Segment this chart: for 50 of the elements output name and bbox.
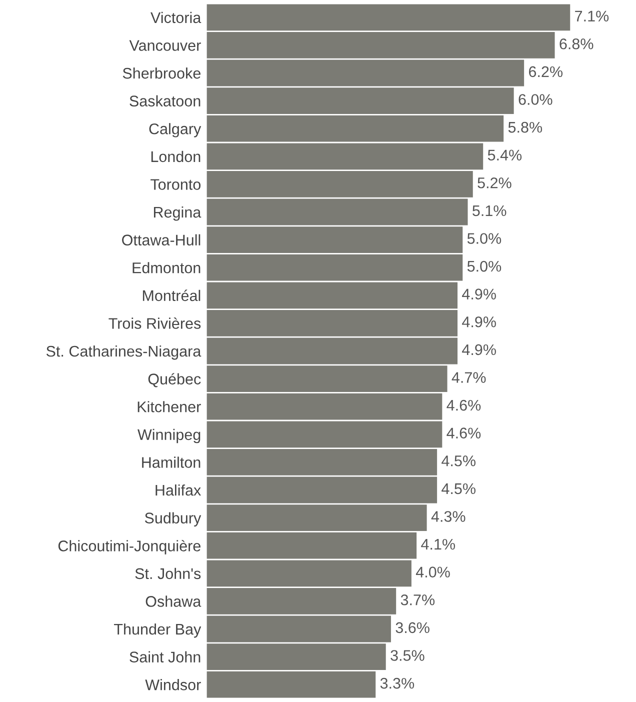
data-label: 4.9% <box>462 288 496 300</box>
data-label: 5.8% <box>508 122 542 133</box>
y-tick-label: London <box>151 150 200 162</box>
data-label: 6.2% <box>529 66 563 78</box>
data-label: 5.1% <box>472 205 506 216</box>
y-tick-label: Windsor <box>145 679 201 690</box>
data-label: 5.2% <box>478 177 512 188</box>
data-label: 4.3% <box>431 511 466 522</box>
y-tick-label: Winnipeg <box>138 428 200 444</box>
data-label: 7.1% <box>575 10 609 22</box>
data-label: 4.5% <box>442 456 476 466</box>
data-label: 3.3% <box>380 678 414 689</box>
y-tick-label: Thunder Bay <box>114 623 202 638</box>
y-tick-label: Regina <box>154 206 202 221</box>
data-label: 5.0% <box>467 233 502 244</box>
y-tick-label: Québec <box>148 373 201 388</box>
y-tick-label: Victoria <box>150 12 202 24</box>
y-tick-label: Sudbury <box>144 512 202 526</box>
y-tick-label: Halifax <box>156 484 201 496</box>
data-label: 4.6% <box>446 400 481 411</box>
y-tick-label: Kitchener <box>138 401 201 412</box>
y-tick-label: Vancouver <box>129 40 201 51</box>
data-label: 4.6% <box>446 428 481 438</box>
data-label: 4.9% <box>462 316 496 328</box>
y-tick-label: Calgary <box>149 123 202 138</box>
data-label: 3.7% <box>400 594 435 606</box>
y-tick-label: Sherbrooke <box>122 67 200 79</box>
data-label: 6.8% <box>560 38 594 50</box>
data-label: 5.4% <box>488 150 522 161</box>
data-label: 3.5% <box>390 650 424 661</box>
data-label: 4.7% <box>452 372 486 383</box>
data-label: 3.6% <box>396 622 430 634</box>
y-tick-label: Trois Rivières <box>108 317 201 329</box>
y-tick-label: Oshawa <box>146 596 202 607</box>
y-tick-label: Toronto <box>150 179 201 190</box>
y-tick-label: St. Catharines-Niagara <box>46 345 202 360</box>
y-tick-label: Ottawa-Hull <box>122 234 200 246</box>
y-tick-label: Saskatoon <box>130 95 200 106</box>
y-tick-label: St. John's <box>135 568 201 580</box>
data-label: 4.0% <box>416 566 450 578</box>
data-label: 5.0% <box>467 260 502 272</box>
data-label: 4.5% <box>442 483 476 494</box>
y-tick-label: Hamilton <box>142 456 200 468</box>
data-label: 4.1% <box>421 538 456 550</box>
data-label: 4.9% <box>462 344 496 356</box>
y-tick-label: Montréal <box>142 290 200 302</box>
data-label: 6.0% <box>518 94 552 105</box>
y-tick-label: Saint John <box>130 651 200 662</box>
y-tick-label: Edmonton <box>132 262 200 274</box>
y-tick-label: Chicoutimi-Jonquière <box>58 540 200 554</box>
